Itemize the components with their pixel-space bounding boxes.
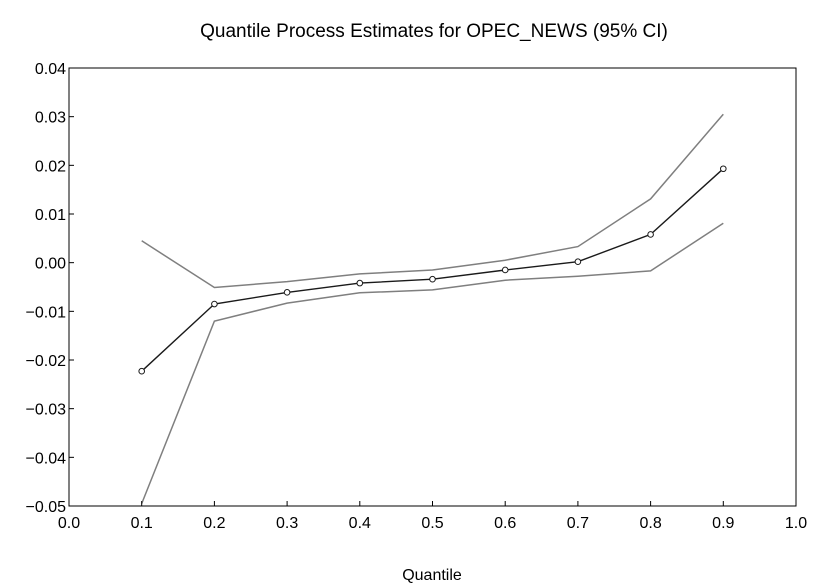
- x-tick-label: 0.3: [276, 515, 298, 532]
- plot-frame: [68, 67, 797, 507]
- lower-series-line: [141, 222, 724, 504]
- estimate-point: [429, 275, 436, 283]
- x-axis-title: Quantile: [402, 567, 462, 584]
- estimate-point: [720, 165, 727, 173]
- estimate-point: [138, 367, 145, 375]
- estimate-point: [647, 231, 654, 238]
- x-tick-label: 0.4: [349, 515, 371, 532]
- y-tick-label: 0.03: [35, 110, 66, 127]
- y-axis: 0.04 0.03 0.02 0.01 0.00 −0.01 −0.02 −0.03 −0.04…: [26, 61, 74, 516]
- x-tick-label: 0.9: [712, 515, 734, 532]
- y-tick-label: −0.02: [26, 353, 67, 370]
- estimate-point: [501, 266, 509, 274]
- series-layer: [138, 113, 727, 504]
- estimate-point: [283, 289, 291, 296]
- x-tick-label: 0.1: [131, 515, 153, 532]
- upper-series-line: [141, 113, 724, 289]
- estimate-point: [211, 300, 218, 308]
- y-tick-label: −0.01: [26, 304, 67, 321]
- x-tick-label: 0.7: [567, 515, 589, 532]
- estimate-point: [356, 279, 364, 287]
- estimate-point: [574, 258, 582, 265]
- y-tick-label: 0.01: [35, 207, 66, 224]
- x-tick-label: 0.2: [203, 515, 225, 532]
- x-tick-label: 0.8: [639, 515, 661, 532]
- y-tick-label: −0.05: [26, 499, 67, 516]
- y-tick-label: 0.02: [35, 158, 66, 175]
- chart-title: Quantile Process Estimates for OPEC_NEWS…: [200, 21, 668, 42]
- y-tick-label: −0.04: [26, 450, 67, 467]
- y-tick-label: −0.03: [26, 402, 67, 419]
- x-tick-label: 1.0: [785, 515, 807, 532]
- y-tick-label: 0.04: [35, 61, 66, 78]
- x-tick-label: 0.0: [58, 515, 80, 532]
- y-tick-label: 0.00: [35, 256, 66, 273]
- x-tick-label: 0.6: [494, 515, 516, 532]
- x-axis: 0.0 0.1 0.2 0.3 0.4 0.5 0.6 0.7 0.8 0.9 1.0: [58, 501, 807, 532]
- x-tick-label: 0.5: [421, 515, 443, 532]
